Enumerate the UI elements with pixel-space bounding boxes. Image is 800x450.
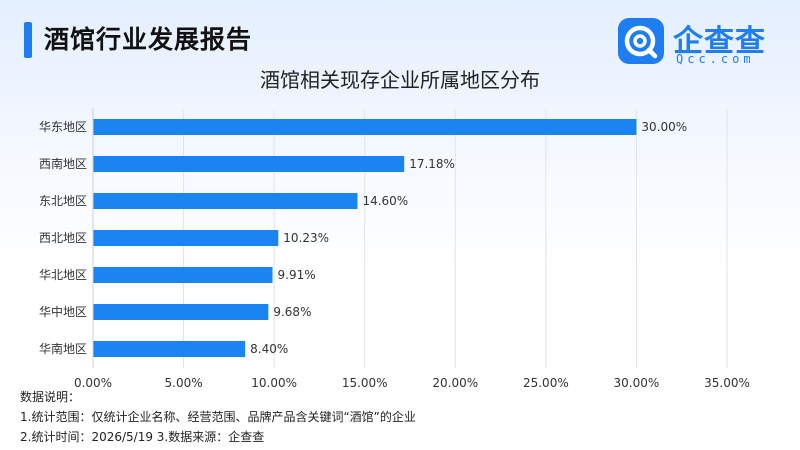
bar-0 bbox=[93, 119, 637, 135]
category-label-4: 华北地区 bbox=[39, 268, 87, 282]
bar-value-label-2: 14.60% bbox=[362, 194, 408, 208]
bar-value-label-4: 9.91% bbox=[278, 268, 316, 282]
qcc-logo: 企查查 Qcc.com bbox=[618, 14, 778, 70]
bar-3 bbox=[93, 230, 279, 246]
bar-value-label-3: 10.23% bbox=[283, 231, 329, 245]
page-title: 酒馆行业发展报告 bbox=[44, 25, 253, 54]
notes-line-2: 2.统计时间：2026/5/19 3.数据来源：企查查 bbox=[20, 430, 265, 444]
category-label-5: 华中地区 bbox=[39, 304, 87, 319]
category-label-3: 西北地区 bbox=[39, 231, 87, 245]
chart-title: 酒馆相关现存企业所属地区分布 bbox=[260, 68, 540, 92]
bar-value-label-0: 30.00% bbox=[641, 120, 687, 134]
bar-2 bbox=[93, 193, 358, 209]
bar-1 bbox=[93, 156, 405, 172]
x-tick-label-7: 35.00% bbox=[704, 376, 750, 390]
bar-5 bbox=[93, 304, 269, 320]
notes-line-1: 1.统计范围：仅统计企业名称、经营范围、品牌产品含关键词“酒馆”的企业 bbox=[20, 410, 416, 424]
qcc-logo-icon bbox=[618, 18, 664, 64]
bar-6 bbox=[93, 341, 246, 357]
bar-value-label-5: 9.68% bbox=[273, 305, 311, 319]
x-tick-label-0: 0.00% bbox=[74, 376, 112, 390]
bar-value-label-1: 17.18% bbox=[409, 157, 455, 171]
category-label-1: 西南地区 bbox=[39, 156, 87, 171]
notes-heading: 数据说明： bbox=[20, 390, 81, 404]
category-label-6: 华南地区 bbox=[39, 341, 87, 356]
logo-domain: Qcc.com bbox=[676, 52, 755, 66]
category-label-2: 东北地区 bbox=[39, 194, 87, 208]
x-tick-label-6: 30.00% bbox=[614, 376, 660, 390]
x-tick-label-2: 10.00% bbox=[251, 376, 297, 390]
category-label-0: 华东地区 bbox=[39, 120, 87, 134]
x-tick-label-3: 15.00% bbox=[342, 376, 388, 390]
header-accent-bar bbox=[24, 22, 32, 58]
x-tick-label-1: 5.00% bbox=[165, 376, 203, 390]
bar-value-label-6: 8.40% bbox=[250, 342, 288, 356]
bar-4 bbox=[93, 267, 273, 283]
x-tick-label-5: 25.00% bbox=[523, 376, 569, 390]
logo-name: 企查查 bbox=[673, 24, 766, 59]
data-notes: 数据说明： 1.统计范围：仅统计企业名称、经营范围、品牌产品含关键词“酒馆”的企… bbox=[20, 387, 416, 447]
x-tick-label-4: 20.00% bbox=[432, 376, 478, 390]
